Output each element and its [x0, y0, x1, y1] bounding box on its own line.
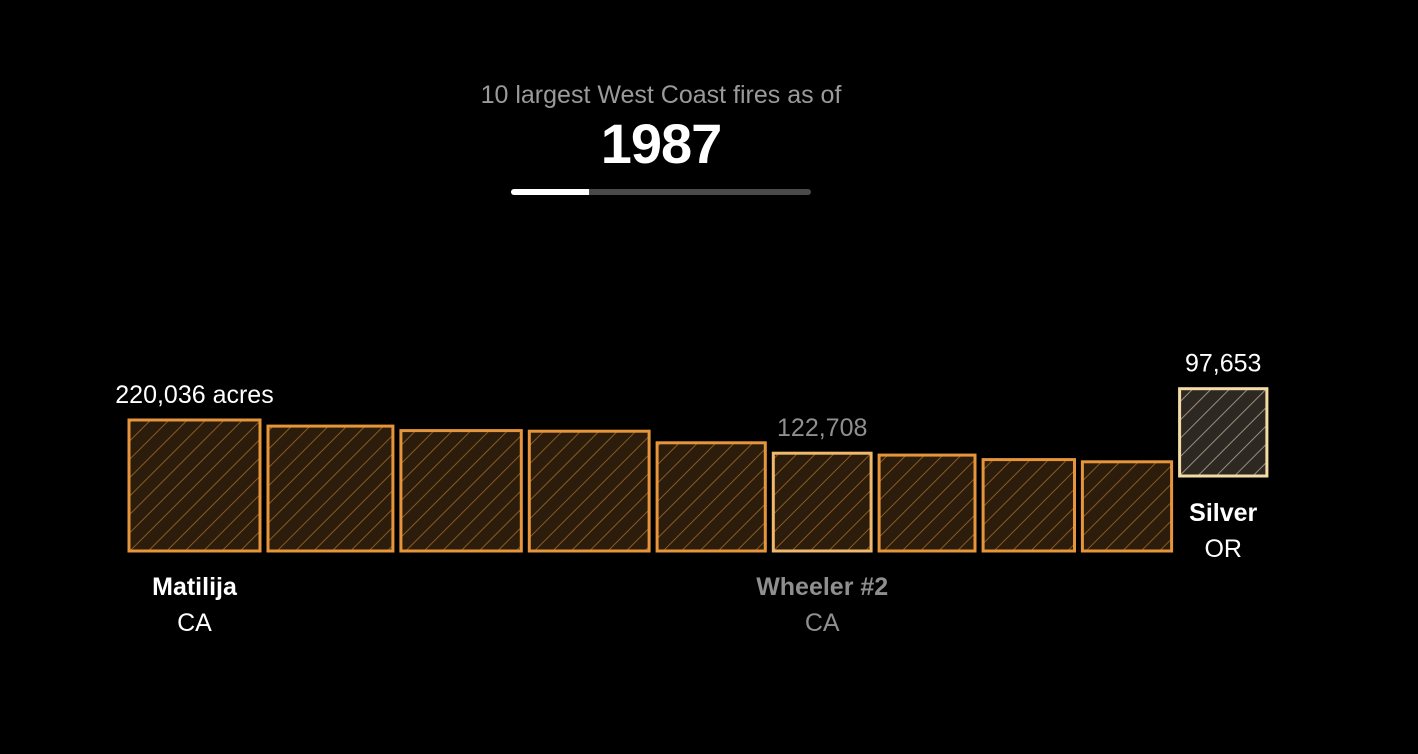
- fire-bar-4[interactable]: [527, 429, 651, 553]
- fire-bar-7[interactable]: [877, 453, 977, 553]
- year-label: 1987: [600, 112, 723, 175]
- fire-bar-6[interactable]: [771, 451, 873, 553]
- fire-name-6: Wheeler #2: [756, 573, 888, 601]
- timeline-progress-fill: [511, 189, 589, 195]
- fire-bar-5[interactable]: [655, 441, 767, 553]
- fire-bar-10[interactable]: [1178, 387, 1269, 478]
- fire-bar-3[interactable]: [399, 429, 523, 553]
- bars-layer: [127, 387, 1269, 553]
- chart-header: 10 largest West Coast fires as of 1987: [461, 78, 861, 176]
- fire-bar-1[interactable]: [127, 418, 262, 553]
- fire-name-10: Silver: [1189, 499, 1257, 527]
- labels-layer: 220,036 acres Matilija CA 122,708 Wheeler #2…: [115, 350, 1261, 637]
- value-label-10: 97,653: [1185, 350, 1261, 378]
- fire-state-6: CA: [805, 609, 840, 637]
- fire-state-1: CA: [177, 609, 212, 637]
- value-label-6: 122,708: [777, 414, 867, 442]
- chart-subtitle: 10 largest West Coast fires as of: [480, 81, 842, 109]
- value-label-1: 220,036 acres: [115, 381, 273, 409]
- fire-bar-9[interactable]: [1080, 460, 1174, 553]
- fire-name-1: Matilija: [152, 573, 238, 601]
- fire-bar-8[interactable]: [981, 458, 1076, 553]
- fire-state-10: OR: [1204, 535, 1242, 563]
- timeline-progress-track[interactable]: [511, 189, 811, 195]
- fire-bar-2[interactable]: [266, 424, 395, 553]
